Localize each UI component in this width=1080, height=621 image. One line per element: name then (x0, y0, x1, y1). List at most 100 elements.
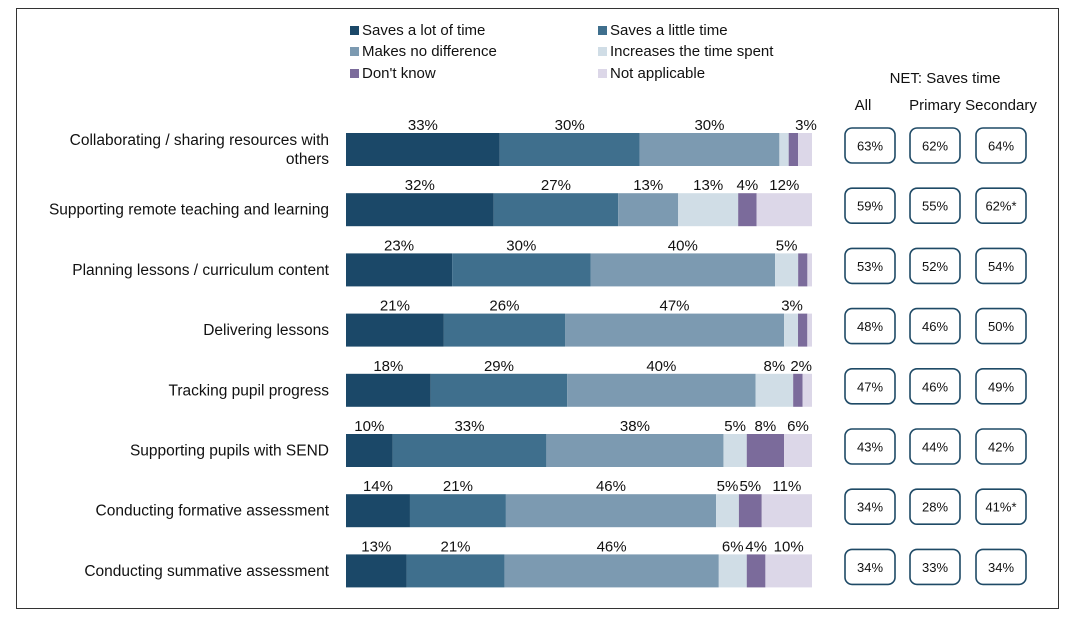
bar-segment-increases-the-time-spent (775, 253, 799, 287)
legend-label-makes-no-difference: Makes no difference (362, 43, 497, 60)
data-label: 38% (620, 418, 650, 435)
net-value-box (909, 187, 961, 224)
bar-segment-not-applicable (798, 133, 812, 166)
data-label: 6% (787, 418, 809, 435)
bar-segment-saves-a-lot-of-time (346, 554, 407, 588)
bar-segment-makes-no-difference (567, 373, 756, 407)
bar-segment-increases-the-time-spent (718, 554, 747, 588)
bar-segment-saves-a-little-time (452, 253, 591, 287)
data-label: 5% (776, 237, 798, 254)
data-label: 12% (769, 177, 799, 194)
net-value-box (909, 488, 961, 526)
data-label: 2% (790, 358, 812, 375)
bar-segment-not-applicable (807, 253, 812, 287)
net-value: 62% (922, 139, 948, 154)
legend-swatch-saves-a-lot-of-time (350, 26, 359, 35)
bar-segment-don-t-know (788, 133, 799, 166)
net-value-box (909, 428, 961, 465)
data-label: 23% (384, 237, 414, 254)
bar-segment-not-applicable (761, 494, 812, 528)
net-value: 34% (857, 560, 883, 575)
category-label: Conducting summative assessment (84, 563, 329, 580)
net-value-box (844, 548, 896, 586)
bar-segment-saves-a-lot-of-time (346, 253, 453, 287)
category-label: others (286, 151, 329, 168)
bar-segment-don-t-know (798, 313, 808, 347)
net-value: 52% (922, 259, 948, 274)
bar-segment-makes-no-difference (590, 253, 776, 287)
bar-segment-saves-a-little-time (443, 313, 566, 347)
bar-segment-saves-a-little-time (499, 133, 640, 166)
bar-segment-don-t-know (738, 193, 757, 227)
net-value-box (975, 127, 1027, 164)
data-label: 40% (646, 358, 676, 375)
bar-segment-makes-no-difference (565, 313, 785, 347)
data-label: 5% (739, 478, 761, 495)
bar-segment-makes-no-difference (505, 494, 717, 528)
data-label: 30% (506, 237, 536, 254)
net-value-box (975, 428, 1027, 465)
bar-segment-saves-a-little-time (430, 373, 568, 407)
net-value: 46% (922, 379, 948, 394)
category-label: Collaborating / sharing resources with (70, 132, 329, 149)
data-label: 29% (484, 358, 514, 375)
bar-segment-makes-no-difference (618, 193, 679, 227)
net-value: 63% (857, 139, 883, 154)
net-value: 64% (988, 139, 1014, 154)
net-value: 62%* (985, 199, 1016, 214)
chart-frame (16, 8, 1059, 609)
data-label: 46% (597, 538, 627, 555)
net-value-box (975, 367, 1027, 405)
bar-segment-not-applicable (765, 554, 812, 588)
category-label: Supporting pupils with SEND (130, 443, 329, 460)
bar-segment-increases-the-time-spent (784, 313, 799, 347)
category-label: Tracking pupil progress (168, 382, 329, 399)
data-label: 18% (373, 358, 403, 375)
bar-segment-saves-a-lot-of-time (346, 434, 393, 467)
data-label: 21% (380, 298, 410, 315)
net-value-box (844, 367, 896, 405)
net-title: NET: Saves time (890, 70, 1001, 87)
legend-label-not-applicable: Not applicable (610, 65, 705, 82)
net-value: 59% (857, 199, 883, 214)
bar-segment-increases-the-time-spent (779, 133, 789, 166)
data-label: 4% (745, 538, 767, 555)
bar-segment-don-t-know (798, 253, 808, 287)
legend-label-increases-the-time-spent: Increases the time spent (610, 43, 774, 60)
data-label: 5% (717, 478, 739, 495)
bar-segment-not-applicable (807, 313, 812, 347)
net-value-box (975, 488, 1027, 526)
net-value-box (844, 187, 896, 224)
data-label: 30% (555, 117, 585, 134)
net-value: 42% (988, 440, 1014, 455)
bar-segment-saves-a-little-time (392, 434, 547, 467)
net-value: 47% (857, 379, 883, 394)
bar-segment-saves-a-little-time (409, 494, 506, 528)
bar-segment-don-t-know (746, 434, 785, 467)
data-label: 33% (408, 117, 438, 134)
data-label: 6% (722, 538, 744, 555)
data-label: 5% (724, 418, 746, 435)
bar-segment-not-applicable (784, 434, 812, 467)
net-value-box (844, 247, 896, 285)
bar-segment-saves-a-lot-of-time (346, 193, 494, 227)
bar-segment-saves-a-little-time (406, 554, 505, 588)
data-label: 3% (781, 298, 803, 315)
legend-swatch-not-applicable (598, 69, 607, 78)
bar-segment-increases-the-time-spent (723, 434, 747, 467)
category-label: Delivering lessons (203, 322, 329, 339)
data-label: 47% (660, 298, 690, 315)
bar-segment-saves-a-lot-of-time (346, 373, 431, 407)
net-value: 48% (857, 319, 883, 334)
bar-segment-not-applicable (802, 373, 812, 407)
category-label: Planning lessons / curriculum content (72, 262, 329, 279)
net-column-secondary: Secondary (965, 97, 1037, 114)
net-value-box (975, 187, 1027, 224)
net-value: 41%* (985, 500, 1016, 515)
data-label: 13% (633, 177, 663, 194)
net-value: 28% (922, 500, 948, 515)
net-value: 33% (922, 560, 948, 575)
bar-segment-increases-the-time-spent (716, 494, 739, 528)
data-label: 21% (440, 538, 470, 555)
data-label: 33% (454, 418, 484, 435)
